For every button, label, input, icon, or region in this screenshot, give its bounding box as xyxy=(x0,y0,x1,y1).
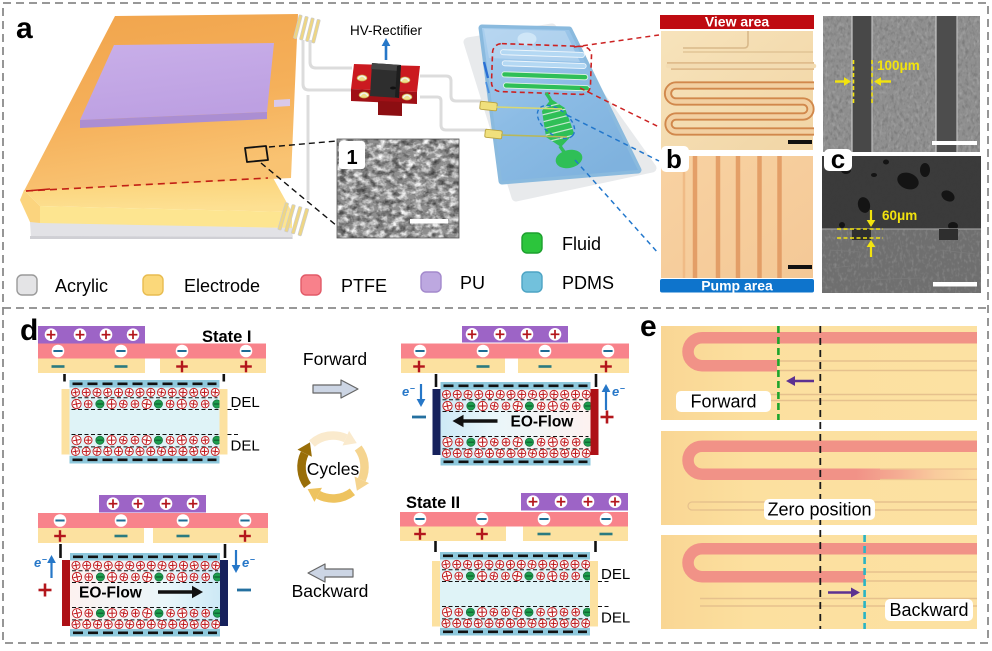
svg-text:e: e xyxy=(402,384,409,399)
svg-text:c: c xyxy=(831,144,845,174)
svg-text:State II: State II xyxy=(406,494,460,512)
svg-text:Pump area: Pump area xyxy=(701,278,773,294)
svg-text:PDMS: PDMS xyxy=(562,273,614,293)
svg-text:PU: PU xyxy=(460,273,485,293)
svg-text:d: d xyxy=(20,314,38,347)
svg-text:Backward: Backward xyxy=(292,581,369,601)
svg-text:–: – xyxy=(250,554,255,564)
svg-text:DEL: DEL xyxy=(231,438,260,455)
svg-text:View area: View area xyxy=(705,14,770,30)
svg-text:–: – xyxy=(42,554,47,564)
svg-text:DEL: DEL xyxy=(231,394,260,411)
svg-text:EO-Flow: EO-Flow xyxy=(79,585,143,602)
svg-text:Fluid: Fluid xyxy=(562,234,601,254)
svg-text:State I: State I xyxy=(202,328,252,346)
svg-text:Cycles: Cycles xyxy=(307,459,360,479)
svg-text:DEL: DEL xyxy=(601,610,630,627)
svg-text:100μm: 100μm xyxy=(877,58,920,73)
svg-text:a: a xyxy=(16,12,33,45)
svg-text:HV-Rectifier: HV-Rectifier xyxy=(350,23,423,38)
svg-text:Zero position: Zero position xyxy=(767,500,871,520)
svg-text:e: e xyxy=(242,555,249,570)
svg-text:DEL: DEL xyxy=(601,566,630,583)
svg-text:b: b xyxy=(666,144,682,174)
svg-text:PTFE: PTFE xyxy=(341,276,387,296)
svg-text:e: e xyxy=(34,555,41,570)
svg-text:EO-Flow: EO-Flow xyxy=(511,414,575,431)
svg-text:Electrode: Electrode xyxy=(184,276,260,296)
svg-text:Backward: Backward xyxy=(889,600,968,620)
svg-text:–: – xyxy=(620,383,625,393)
svg-text:Acrylic: Acrylic xyxy=(55,276,108,296)
svg-text:1: 1 xyxy=(346,147,357,169)
svg-text:Forward: Forward xyxy=(690,392,756,412)
svg-text:e: e xyxy=(612,384,619,399)
svg-text:60μm: 60μm xyxy=(882,208,917,223)
svg-text:e: e xyxy=(640,310,657,343)
svg-text:Forward: Forward xyxy=(303,349,367,369)
svg-text:–: – xyxy=(410,383,415,393)
